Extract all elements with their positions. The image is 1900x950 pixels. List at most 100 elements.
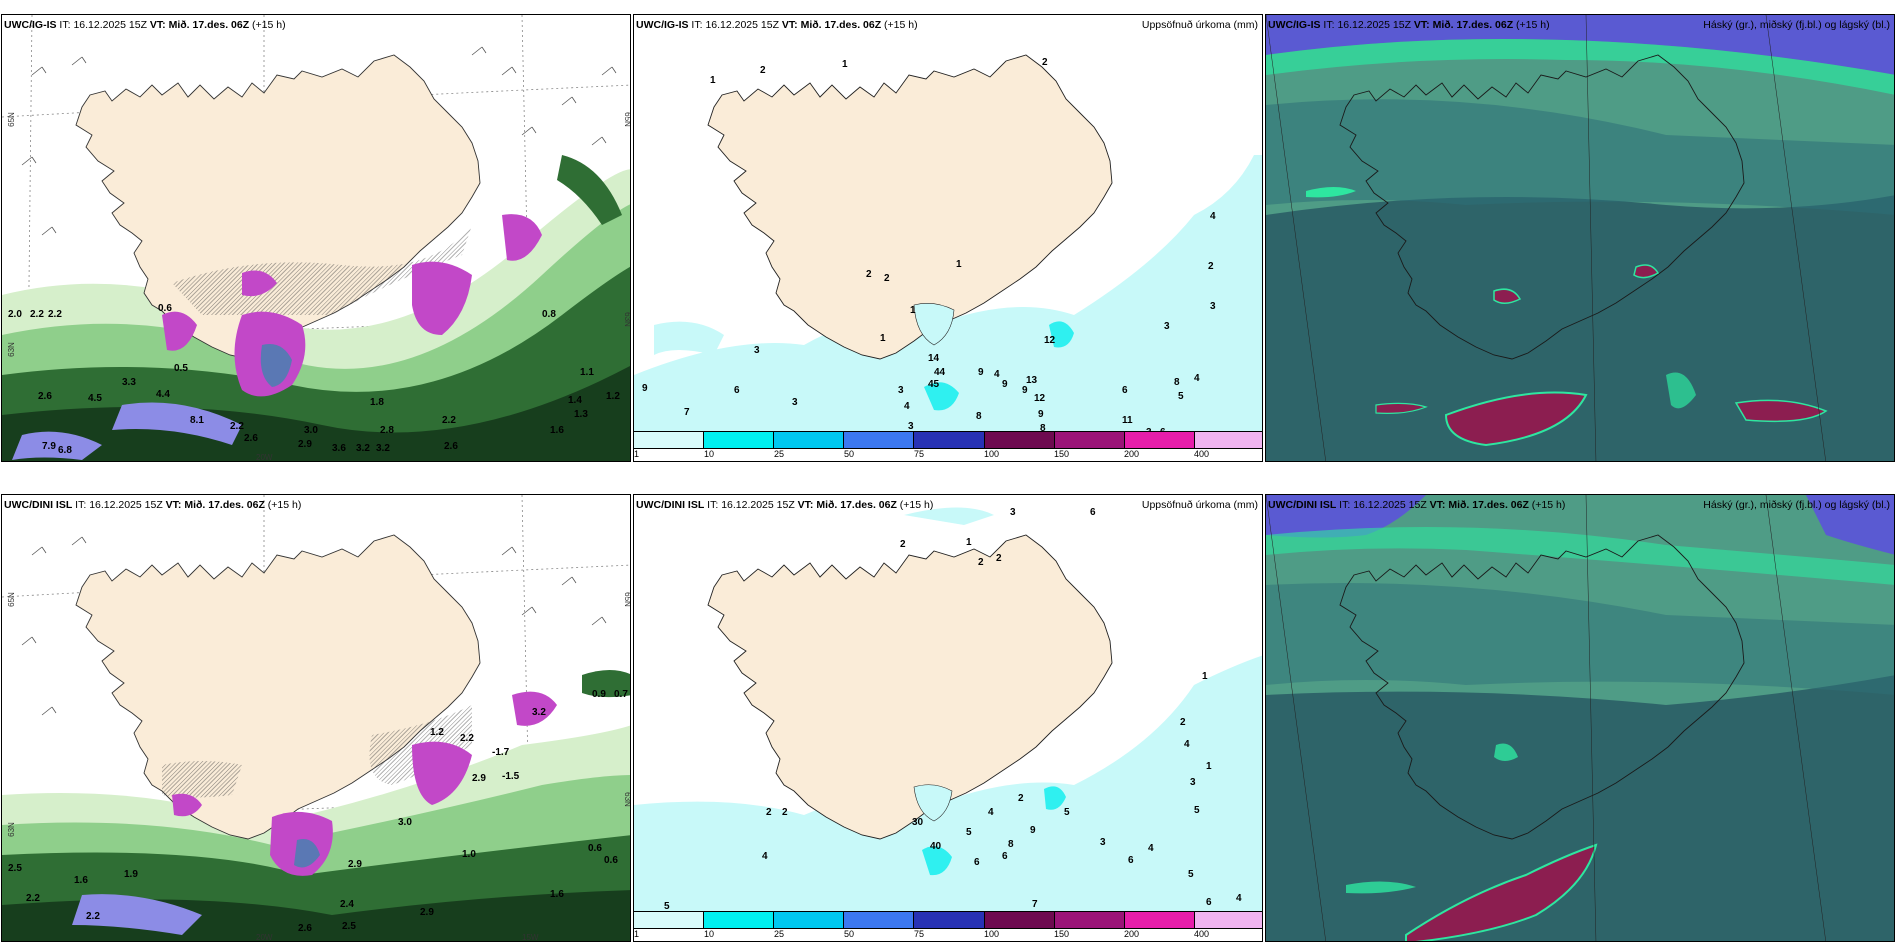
value-label: 5 [1194, 805, 1200, 816]
panel-header: UWC/DINI ISL IT: 16.12.2025 15Z VT: Mið.… [636, 499, 934, 511]
value-label: 1 [842, 59, 848, 70]
value-label: 9 [642, 383, 648, 394]
value-label: 1.6 [550, 889, 564, 900]
value-label: 2 [1208, 261, 1214, 272]
value-label: 2.6 [244, 433, 258, 444]
colorbar-tick: 1 [634, 449, 640, 459]
lon-label-15w: 15W [522, 933, 539, 942]
precip-colorbar: 1 10 25 50 75 100 150 200 400 [634, 911, 1262, 941]
panel-wind-igis: UWC/IG-IS IT: 16.12.2025 15Z VT: Mið. 17… [1, 14, 631, 462]
value-label: 2 [900, 539, 906, 550]
lat-label-65n: 65N [6, 112, 16, 127]
lat-label-65n-right: 65N [622, 592, 631, 607]
value-label: 4 [904, 401, 910, 412]
value-label: 2 [884, 273, 890, 284]
value-label: 1 [910, 305, 916, 316]
colorbar-swatch [1194, 432, 1262, 448]
colorbar-tick: 200 [1124, 449, 1140, 459]
value-label: 4 [988, 807, 994, 818]
value-label: 8 [1008, 839, 1014, 850]
colorbar-tick: 10 [704, 449, 715, 459]
panel-header: UWC/IG-IS IT: 16.12.2025 15Z VT: Mið. 17… [4, 19, 286, 31]
value-label: 2.5 [8, 863, 22, 874]
lat-label-65n: 65N [6, 592, 16, 607]
colorbar-tick: 150 [1054, 929, 1070, 939]
colorbar-tick: 50 [844, 449, 855, 459]
colorbar-tick: 25 [774, 929, 785, 939]
value-label: 6.8 [58, 445, 72, 456]
value-label: 6 [1128, 855, 1134, 866]
colorbar-swatch [1124, 912, 1195, 928]
colorbar-swatch [914, 912, 985, 928]
value-label: 1.2 [606, 391, 620, 402]
value-label: 2.2 [26, 893, 40, 904]
value-label: 9 [978, 367, 984, 378]
value-label: 3.3 [122, 377, 136, 388]
colorbar-tick: 100 [984, 449, 1000, 459]
lat-label-63n-right: 63N [622, 312, 631, 327]
wind-map-dini [2, 495, 630, 941]
value-label: 5 [1178, 391, 1184, 402]
value-label: 12 [1034, 393, 1046, 404]
colorbar-tick: 400 [1194, 449, 1210, 459]
value-label: 2.2 [48, 309, 62, 320]
colorbar-tick: 75 [914, 929, 925, 939]
value-label: 1.6 [74, 875, 88, 886]
lon-label-20w: 20W [256, 933, 273, 942]
value-label: 1 [966, 537, 972, 548]
value-label: 2.2 [30, 309, 44, 320]
precip-map-dini [634, 495, 1262, 941]
value-label: 2 [866, 269, 872, 280]
value-label: 1.8 [370, 397, 384, 408]
value-label: 2.0 [8, 309, 22, 320]
panel-header: UWC/IG-IS IT: 16.12.2025 15Z VT: Mið. 17… [636, 19, 918, 31]
value-label: 1 [710, 75, 716, 86]
value-label: 6 [974, 857, 980, 868]
value-label: 0.6 [158, 303, 172, 314]
value-label: 2.2 [86, 911, 100, 922]
value-label: 11 [1122, 415, 1133, 426]
value-label: 4 [1148, 843, 1154, 854]
lat-label-63n: 63N [6, 342, 16, 357]
value-label: 2.6 [38, 391, 52, 402]
colorbar-swatch [774, 912, 845, 928]
colorbar-swatch [704, 912, 775, 928]
panel-title: Háský (gr.), miðský (fj.bl.) og lágský (… [1703, 19, 1890, 31]
colorbar-tick: 75 [914, 449, 925, 459]
value-label: 2 [1042, 57, 1048, 68]
colorbar-swatch [1124, 432, 1195, 448]
value-label: 30 [912, 817, 924, 828]
value-label: 12 [1044, 335, 1056, 346]
value-label: 2 [996, 553, 1002, 564]
value-label: 3.0 [304, 425, 318, 436]
panel-header: UWC/IG-IS IT: 16.12.2025 15Z VT: Mið. 17… [1268, 19, 1550, 31]
value-label: 2.8 [380, 425, 394, 436]
colorbar-tick: 10 [704, 929, 715, 939]
precip-map-igis [634, 15, 1262, 461]
value-label: 4 [762, 851, 768, 862]
lon-label-20w: 20W [256, 453, 273, 462]
panel-title: Uppsöfnuð úrkoma (mm) [1141, 499, 1258, 511]
value-label: 2 [978, 557, 984, 568]
value-label: 1.1 [580, 367, 594, 378]
panel-header: UWC/DINI ISL IT: 16.12.2025 15Z VT: Mið.… [1268, 499, 1566, 511]
colorbar-swatch [704, 432, 775, 448]
value-label: 6 [1090, 507, 1096, 518]
value-label: 6 [734, 385, 740, 396]
value-label: 4 [1184, 739, 1190, 750]
value-label: 9 [1038, 409, 1044, 420]
value-label: 8 [1174, 377, 1180, 388]
value-label: 7 [684, 407, 690, 418]
value-label: 2.4 [340, 899, 354, 910]
colorbar-tick: 1 [634, 929, 640, 939]
panel-precip-igis: UWC/IG-IS IT: 16.12.2025 15Z VT: Mið. 17… [633, 14, 1263, 462]
value-label: -1.5 [502, 771, 520, 782]
colorbar-swatch [984, 912, 1055, 928]
value-label: 3 [792, 397, 798, 408]
value-label: 3 [1010, 507, 1016, 518]
value-label: 8.1 [190, 415, 204, 426]
value-label: 1.6 [550, 425, 564, 436]
value-label: 8 [976, 411, 982, 422]
value-label: 4 [1194, 373, 1200, 384]
colorbar-ticks: 1 10 25 50 75 100 150 200 400 [634, 929, 1262, 941]
